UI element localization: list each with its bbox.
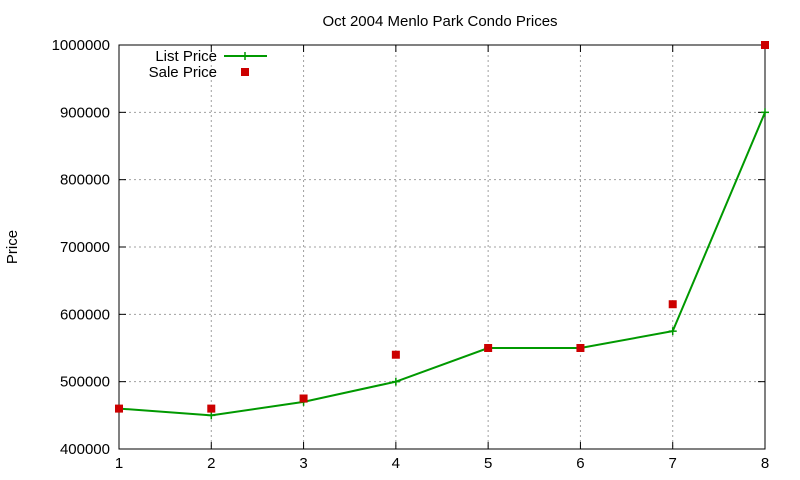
sale-price-point (761, 41, 769, 49)
sale-price-point (668, 300, 677, 309)
list-price-point (207, 411, 216, 420)
list-price-point (761, 108, 769, 117)
sale-price-point (484, 344, 493, 352)
legend-label: List Price (155, 48, 217, 65)
x-tick-label: 2 (207, 455, 215, 472)
list-price-point (391, 377, 400, 386)
y-tick-label: 1000000 (52, 37, 110, 54)
series-0 (115, 108, 769, 420)
sale-price-point (207, 404, 216, 413)
series (115, 41, 769, 420)
plot-frame (118, 44, 766, 450)
list-price-line (118, 111, 766, 417)
series-1 (115, 41, 769, 413)
sale-price-point (576, 344, 585, 352)
x-tick-label: 6 (576, 455, 584, 472)
y-tick-label: 700000 (60, 239, 110, 256)
y-tick-label: 800000 (60, 172, 110, 189)
y-tick-label: 500000 (60, 374, 110, 391)
legend-swatch-marker (241, 52, 249, 60)
sale-price-point (299, 394, 308, 403)
sale-price-point (391, 350, 400, 359)
chart-title: Oct 2004 Menlo Park Condo Prices (322, 13, 557, 30)
list-price-point (668, 327, 677, 336)
legend-label: Sale Price (149, 64, 217, 81)
x-tick-label: 1 (115, 455, 123, 472)
y-tick-label: 900000 (60, 104, 110, 121)
sale-price-point (115, 404, 123, 413)
grid (119, 45, 765, 449)
axis-ticks: 400000 500000 600000 700000 800000 900000 1000… (52, 37, 770, 472)
x-tick-label: 8 (761, 455, 769, 472)
legend-swatch-marker (241, 68, 249, 76)
y-tick-label: 400000 (60, 441, 110, 458)
y-tick-label: 600000 (60, 306, 110, 323)
y-axis-label: Price (4, 230, 21, 264)
x-tick-label: 4 (392, 455, 400, 472)
x-tick-label: 5 (484, 455, 492, 472)
x-tick-label: 7 (669, 455, 677, 472)
x-tick-label: 3 (299, 455, 307, 472)
